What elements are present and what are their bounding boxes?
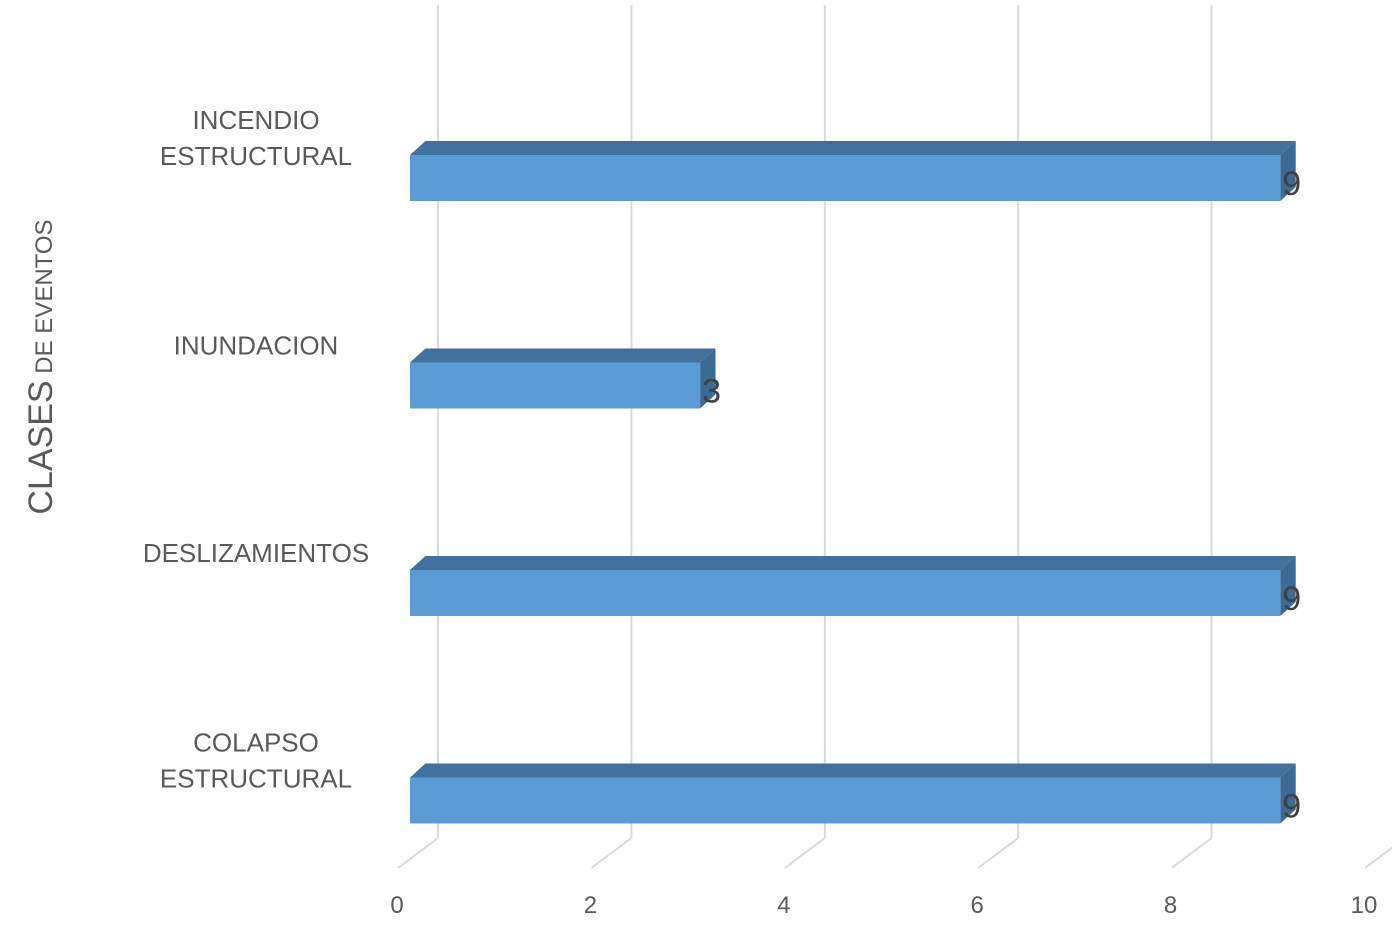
bar-side bbox=[1280, 141, 1296, 201]
category-label: DESLIZAMIENTOS bbox=[143, 538, 369, 568]
bar-side bbox=[700, 348, 716, 409]
x-tick-label: 10 bbox=[1351, 892, 1378, 919]
x-tick-label: 4 bbox=[777, 892, 790, 919]
category-label: INUNDACION bbox=[174, 331, 339, 361]
x-tick-label: 6 bbox=[971, 892, 984, 919]
bar-side bbox=[1280, 763, 1296, 824]
bar-top bbox=[410, 763, 1296, 778]
bar-top bbox=[410, 141, 1296, 155]
floor-gridline bbox=[1364, 846, 1392, 869]
y-axis-title: CLASES DE EVENTOS bbox=[22, 219, 60, 514]
floor-gridline bbox=[590, 837, 633, 869]
x-tick-label: 0 bbox=[390, 892, 403, 919]
bar bbox=[410, 570, 1281, 616]
floor-gridline bbox=[977, 837, 1019, 869]
y-axis-title-main: CLASES bbox=[22, 380, 60, 514]
category-label: COLAPSO bbox=[193, 728, 319, 758]
x-tick-label: 8 bbox=[1164, 892, 1177, 919]
bar bbox=[410, 777, 1281, 824]
label-layer: 0 2 4 6 8 10 9 INCENDIO ESTRUCTURAL 3 INUNDACION 9 D… bbox=[143, 105, 1378, 919]
bar bbox=[410, 362, 701, 409]
data-label: 3 bbox=[702, 373, 721, 411]
bar-side bbox=[1280, 556, 1296, 616]
bar-layer bbox=[410, 141, 1296, 824]
floor-gridline bbox=[397, 837, 439, 869]
floor-gridline bbox=[1170, 837, 1213, 869]
category-label: ESTRUCTURAL bbox=[160, 764, 352, 794]
category-label: INCENDIO bbox=[192, 105, 319, 135]
x-tick-label: 2 bbox=[584, 892, 597, 919]
bar-top bbox=[410, 348, 716, 363]
grid-layer bbox=[397, 5, 1392, 869]
data-label: 9 bbox=[1282, 580, 1301, 618]
data-label: 9 bbox=[1282, 788, 1301, 826]
data-label: 9 bbox=[1282, 165, 1301, 203]
bar-top bbox=[410, 556, 1296, 570]
category-label: ESTRUCTURAL bbox=[160, 141, 352, 171]
bar bbox=[410, 155, 1281, 201]
y-axis-title-rest: DE EVENTOS bbox=[31, 219, 58, 380]
floor-gridline bbox=[784, 837, 826, 869]
